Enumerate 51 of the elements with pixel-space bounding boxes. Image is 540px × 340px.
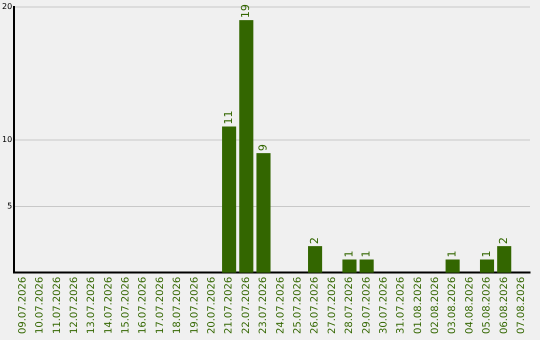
- x-tick-label: 24.07.2026: [275, 276, 286, 334]
- x-tick-label: 22.07.2026: [240, 276, 252, 334]
- data-label: 9: [256, 144, 270, 152]
- x-tick-label: 18.07.2026: [172, 276, 184, 334]
- x-tick-label: 25.07.2026: [292, 276, 304, 334]
- bar: [342, 259, 357, 273]
- bar: [446, 259, 460, 273]
- data-label: 2: [497, 237, 510, 244]
- x-tick-label: 05.08.2026: [482, 276, 493, 334]
- x-tick-label: 20.07.2026: [206, 276, 218, 334]
- x-tick-label: 03.08.2026: [447, 276, 458, 334]
- x-tick-label: 14.07.2026: [103, 276, 114, 334]
- x-tick-label: 13.07.2026: [86, 276, 98, 334]
- x-tick-label: 01.08.2026: [412, 276, 424, 334]
- data-label: 11: [222, 110, 235, 124]
- x-tick-label: 28.07.2026: [344, 276, 356, 334]
- bar: [239, 20, 254, 273]
- x-tick-label: 19.07.2026: [189, 276, 200, 334]
- x-tick-label: 26.07.2026: [310, 276, 321, 334]
- bar: [308, 246, 322, 273]
- x-tick-label: 23.07.2026: [258, 276, 270, 334]
- x-tick-label: 30.07.2026: [378, 276, 390, 334]
- x-tick-label: 29.07.2026: [361, 276, 372, 334]
- bar: [222, 126, 236, 273]
- x-tick-label: 10.07.2026: [34, 276, 46, 334]
- y-tick-label: 10: [2, 134, 12, 144]
- x-tick-label: 15.07.2026: [120, 276, 132, 334]
- x-tick-label: 17.07.2026: [154, 276, 166, 334]
- x-tick-label: 11.07.2026: [52, 276, 63, 334]
- x-tick-label: 27.07.2026: [326, 276, 338, 334]
- data-label: 19: [239, 4, 252, 18]
- data-label: 1: [445, 250, 458, 258]
- bar: [497, 246, 512, 273]
- bar: [480, 259, 494, 273]
- x-tick-label: 07.08.2026: [516, 276, 527, 334]
- x-tick-label: 31.07.2026: [396, 276, 407, 334]
- data-label: 1: [360, 250, 373, 258]
- x-tick-label: 02.08.2026: [430, 276, 442, 334]
- x-tick-label: 06.08.2026: [498, 276, 510, 334]
- x-tick-label: 16.07.2026: [138, 276, 149, 334]
- x-tick-label: 09.07.2026: [17, 276, 28, 334]
- y-tick-label: 20: [2, 2, 12, 11]
- x-tick-label: 21.07.2026: [224, 276, 235, 334]
- bar: [256, 153, 271, 273]
- x-tick-label: 12.07.2026: [68, 276, 80, 334]
- data-label: 1: [342, 250, 356, 258]
- x-tick-label: 04.08.2026: [464, 276, 476, 334]
- data-label: 2: [308, 237, 321, 244]
- bar: [360, 259, 374, 273]
- y-tick-label: 5: [7, 201, 12, 210]
- data-label: 1: [480, 250, 493, 258]
